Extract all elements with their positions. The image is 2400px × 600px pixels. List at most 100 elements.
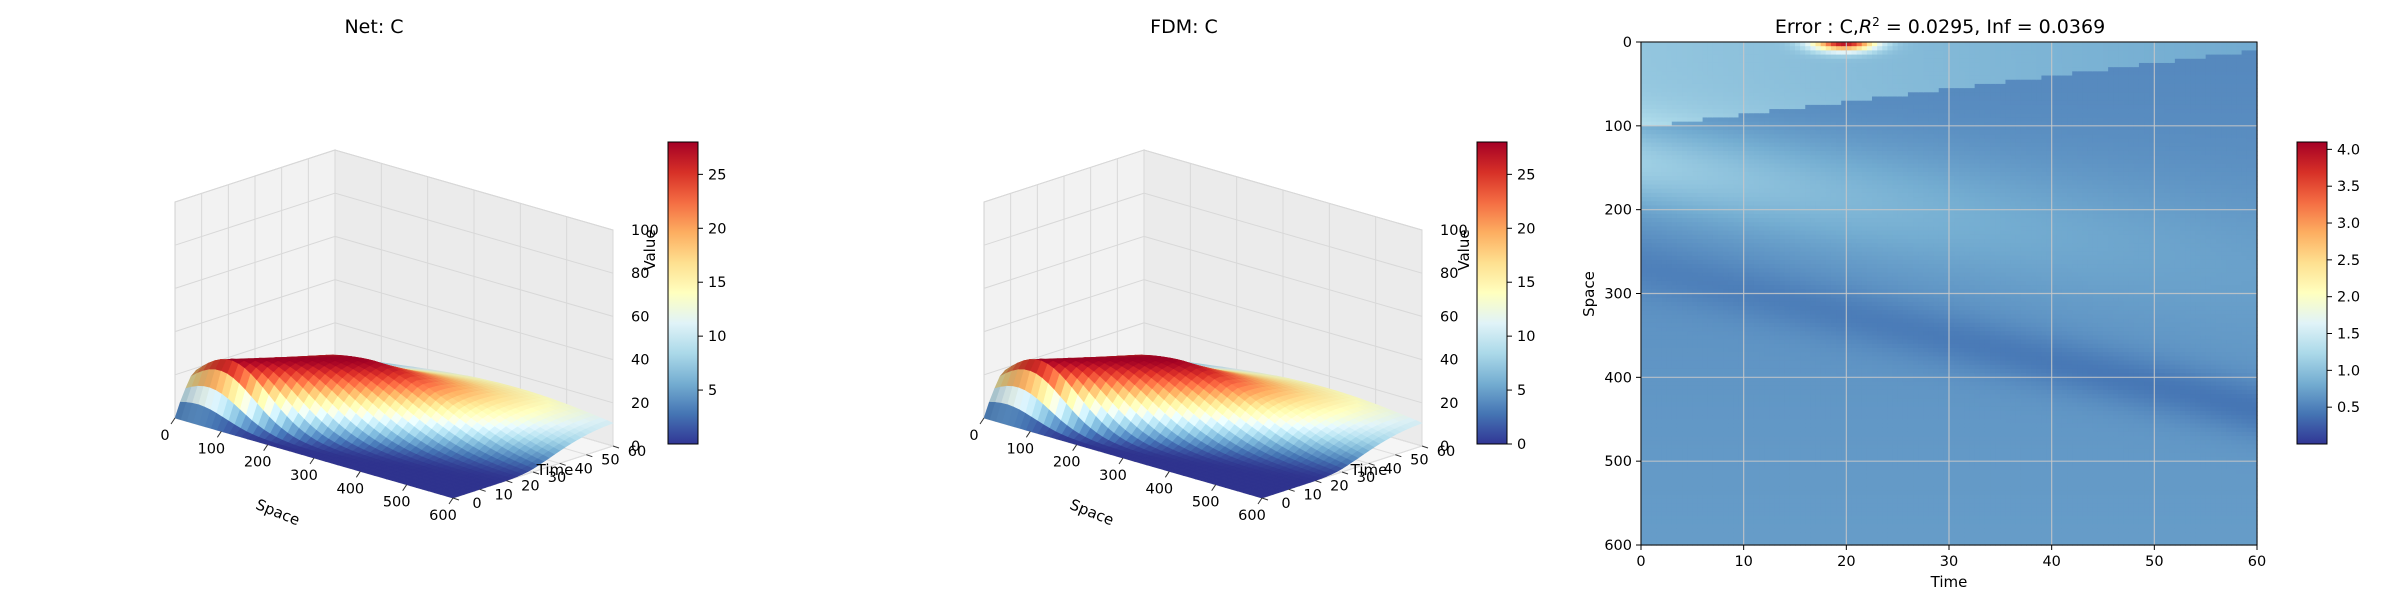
heatmap-cell: [1723, 83, 1729, 89]
heatmap-cell: [1656, 142, 1663, 148]
heatmap-cell: [1702, 247, 1709, 253]
heatmap-cell: [1671, 79, 1678, 85]
heatmap-cell: [1656, 511, 1663, 517]
heatmap-cell: [1646, 104, 1652, 110]
heatmap-cell: [1697, 528, 1704, 534]
heatmap-cell: [1697, 327, 1704, 332]
heatmap-cell: [1712, 213, 1719, 219]
heatmap-cell: [1718, 104, 1724, 110]
heatmap-cell: [1697, 511, 1704, 517]
heatmap-cell: [1676, 192, 1683, 198]
heatmap-cell: [1723, 67, 1729, 72]
heatmap-cell: [1646, 507, 1652, 513]
x-axis-label: Space: [1067, 495, 1116, 529]
heatmap-cell: [1697, 209, 1704, 215]
heatmap-cell: [1651, 100, 1657, 106]
heatmap-cell: [1692, 364, 1699, 370]
heatmap-cell: [1718, 155, 1724, 160]
heatmap-cell: [1676, 301, 1683, 307]
heatmap-cell: [1687, 377, 1693, 383]
heatmap-cell: [1656, 536, 1663, 542]
heatmap-cell: [1666, 318, 1673, 324]
heatmap-cell: [1661, 218, 1668, 223]
heatmap-cell: [1692, 125, 1699, 131]
heatmap-cell: [1656, 322, 1663, 328]
heatmap-cell: [1723, 180, 1729, 186]
heatmap-cell: [1651, 83, 1657, 89]
heatmap-cell: [1641, 276, 1647, 282]
heatmap-cell: [1676, 503, 1683, 508]
heatmap-cell: [1718, 519, 1724, 525]
heatmap-cell: [1687, 54, 1693, 60]
heatmap-cell: [1666, 255, 1673, 261]
heatmap-cell: [1718, 201, 1724, 207]
heatmap-cell: [1728, 75, 1734, 81]
x-axis-label: Space: [253, 495, 302, 529]
heatmap-cell: [1676, 113, 1683, 119]
heatmap-cell: [1702, 511, 1709, 517]
heatmap-cell: [1661, 67, 1668, 72]
heatmap-cell: [1651, 150, 1657, 156]
heatmap-cell: [1682, 201, 1688, 207]
heatmap-cell: [1671, 368, 1678, 374]
heatmap-cell: [1661, 415, 1668, 420]
heatmap-cell: [1682, 519, 1688, 525]
heatmap-cell: [1666, 452, 1673, 458]
x-tick: [1072, 444, 1078, 451]
heatmap-cell: [1646, 477, 1652, 483]
heatmap-cell: [1723, 234, 1729, 240]
x-tick: [216, 431, 222, 438]
heatmap-cell: [1666, 100, 1673, 106]
heatmap-cell: [1661, 243, 1668, 248]
heatmap-cell: [1687, 280, 1693, 286]
heatmap-cell: [1712, 197, 1719, 202]
heatmap-cell: [1646, 461, 1652, 466]
heatmap-cell: [1712, 406, 1719, 412]
z-tick-label: 40: [631, 353, 649, 369]
heatmap-cell: [1666, 486, 1673, 492]
heatmap-cell: [1692, 385, 1699, 391]
heatmap-cell: [1697, 482, 1704, 487]
heatmap-cell: [1702, 213, 1709, 219]
heatmap-cell: [1687, 155, 1693, 160]
heatmap-cell: [1718, 490, 1724, 496]
heatmap-cell: [1697, 268, 1704, 274]
heatmap-cell: [1687, 465, 1693, 471]
heatmap-cell: [1723, 54, 1729, 60]
heatmap-cell: [1723, 519, 1729, 525]
heatmap-cell: [1718, 276, 1724, 282]
heatmap-cell: [1692, 444, 1699, 450]
heatmap-cell: [1656, 171, 1663, 177]
heatmap-cell: [1687, 515, 1693, 521]
heatmap-cell: [1646, 83, 1652, 89]
heatmap-cell: [1697, 352, 1704, 357]
heatmap-cell: [1666, 83, 1673, 89]
heatmap-cell: [1682, 213, 1688, 219]
heatmap-cell: [1671, 272, 1678, 278]
heatmap-cell: [1666, 201, 1673, 207]
heatmap-cell: [1712, 234, 1719, 240]
heatmap-cell: [1646, 410, 1652, 416]
heatmap-cell: [1718, 528, 1724, 534]
heatmap-cell: [1692, 427, 1699, 433]
heatmap-cell: [1661, 515, 1668, 521]
heatmap-cell: [1661, 461, 1668, 466]
heatmap-cell: [1692, 268, 1699, 274]
heatmap-cell: [1646, 155, 1652, 160]
heatmap-cell: [1641, 536, 1647, 542]
heatmap-cell: [1656, 461, 1663, 466]
heatmap-cell: [1676, 486, 1683, 492]
heatmap-cell: [1702, 394, 1709, 399]
heatmap-cell: [1692, 482, 1699, 487]
heatmap-cell: [1687, 104, 1693, 110]
heatmap-cell: [1676, 532, 1683, 538]
heatmap-cell: [1671, 507, 1678, 513]
heatmap-cell: [1712, 301, 1719, 307]
heatmap-cell: [1712, 293, 1719, 299]
heatmap-cell: [1671, 406, 1678, 412]
heatmap-cell: [1697, 201, 1704, 207]
heatmap-cell: [1676, 306, 1683, 311]
heatmap-cell: [1671, 410, 1678, 416]
heatmap-cell: [1702, 42, 1709, 47]
